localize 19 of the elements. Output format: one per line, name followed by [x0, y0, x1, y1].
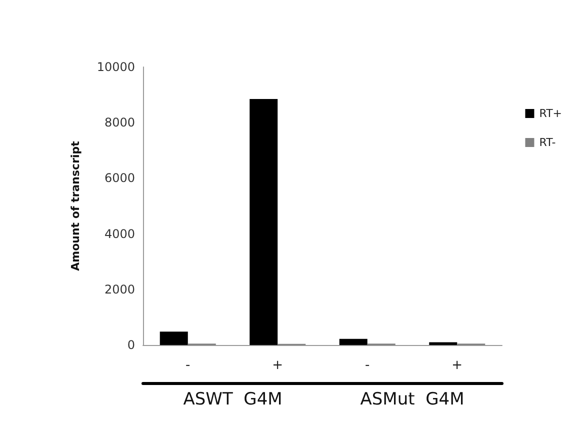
text: ASMut G4M	[360, 390, 464, 410]
x-tick-label: +	[452, 358, 463, 373]
bar	[339, 338, 368, 345]
bar	[160, 332, 188, 345]
y-tick-label: 8000	[104, 116, 135, 130]
y-axis-title: Amount of transcript	[69, 141, 82, 271]
y-tick-label: 10000	[96, 60, 135, 74]
legend-label: RT+	[539, 107, 562, 120]
y-tick-label: 6000	[104, 171, 135, 186]
x-tick-label: +	[272, 358, 284, 373]
bar	[250, 98, 278, 345]
bar	[429, 342, 458, 345]
text: ASWT G4M	[183, 390, 282, 410]
x-tick-label: -	[365, 358, 370, 373]
y-tick-label: 2000	[104, 282, 135, 296]
legend-label: RT-	[539, 136, 556, 149]
y-tick-label: 0	[127, 338, 135, 352]
y-tick-label: 4000	[104, 226, 135, 241]
x-tick-label: -	[186, 358, 191, 373]
